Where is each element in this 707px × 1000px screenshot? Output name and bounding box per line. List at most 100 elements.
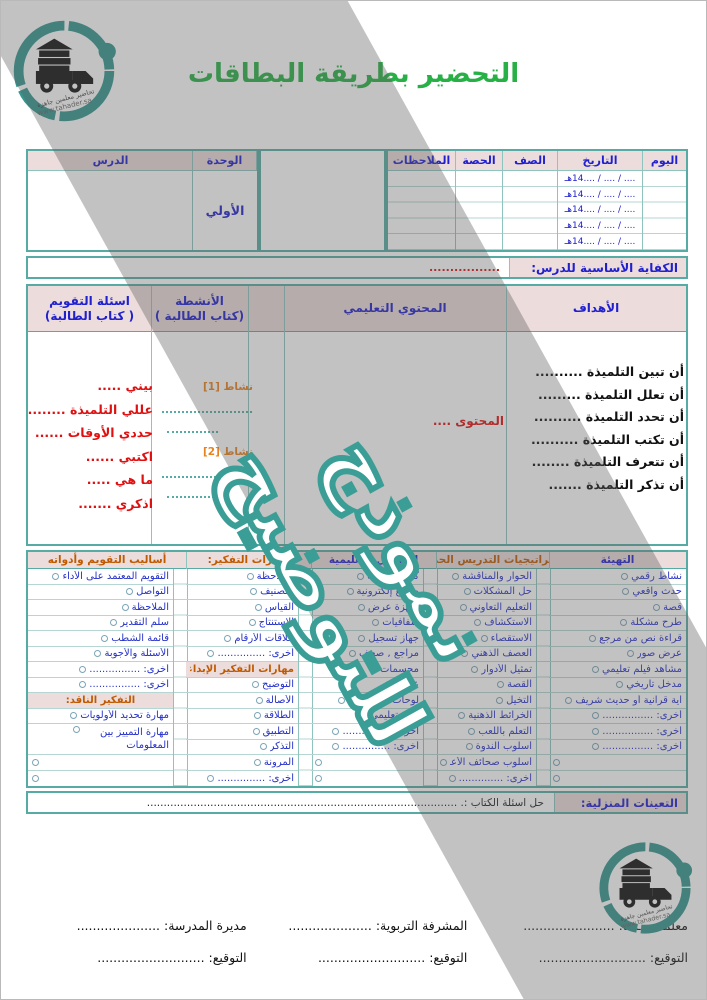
checkbox-circle-icon[interactable] <box>315 774 322 782</box>
checklist-row: مشاهد فيلم تعليمي <box>549 662 686 678</box>
checklist-row: مدخل تاريخي <box>549 678 686 693</box>
checkbox-circle-icon[interactable] <box>459 603 467 611</box>
strategies-header: استراتيجيات التدريس الحديثة <box>436 552 549 569</box>
checkbox-circle-icon[interactable] <box>126 588 134 596</box>
checklist-item-label: الأصالة <box>265 694 294 706</box>
checkbox-circle-icon[interactable] <box>372 619 380 627</box>
checkbox-circle-icon[interactable] <box>653 603 661 611</box>
checkbox-circle-icon[interactable] <box>332 743 340 751</box>
checklist-item-label: علاقات الأرقام <box>234 632 294 644</box>
checkbox-circle-icon[interactable] <box>349 650 356 658</box>
checkbox-circle-icon[interactable] <box>448 774 456 782</box>
activities-cell: نشاط [1] نشاط [2] <box>155 381 259 498</box>
checkbox-circle-icon[interactable] <box>121 603 129 611</box>
checklist-row: التعليم التعاوني <box>436 600 536 616</box>
checkbox-circle-icon[interactable] <box>252 681 260 689</box>
competency-label: الكفاية الأساسية للدرس: <box>509 258 686 277</box>
checkbox-circle-icon[interactable] <box>254 603 262 611</box>
checkbox-circle-icon[interactable] <box>626 650 634 658</box>
checkbox-circle-icon[interactable] <box>622 588 630 596</box>
checkbox-circle-icon[interactable] <box>480 634 488 642</box>
checkbox-circle-icon[interactable] <box>32 758 39 766</box>
checkbox-circle-icon[interactable] <box>252 727 260 735</box>
checkbox-circle-icon[interactable] <box>70 712 78 720</box>
unit-header: الوحدة <box>193 151 257 171</box>
checkbox-circle-icon[interactable] <box>246 572 254 580</box>
teaching-aids-header: الوسائل التعليمية <box>311 552 436 569</box>
checkbox-circle-icon[interactable] <box>94 650 102 658</box>
checklist-item-label: التوضيح <box>262 679 294 691</box>
checkbox-circle-icon[interactable] <box>79 681 87 689</box>
checkbox-circle-icon[interactable] <box>357 572 365 580</box>
checkbox-circle-icon[interactable] <box>468 727 476 735</box>
checkbox-circle-icon[interactable] <box>589 634 597 642</box>
checkbox-circle-icon[interactable] <box>358 634 366 642</box>
checkbox-circle-icon[interactable] <box>357 603 365 611</box>
checkbox-circle-icon[interactable] <box>553 758 560 766</box>
checkbox-circle-icon[interactable] <box>440 758 447 766</box>
checklist-item-label: أخرى: .............. <box>458 772 532 784</box>
checkbox-circle-icon[interactable] <box>207 650 215 658</box>
checklist-row: سلم التقدير <box>28 616 173 631</box>
checkbox-circle-icon[interactable] <box>496 696 504 704</box>
checkbox-circle-icon[interactable] <box>332 727 340 735</box>
checkbox-circle-icon[interactable] <box>461 650 469 658</box>
checkbox-circle-icon[interactable] <box>250 588 258 596</box>
checkbox-circle-icon[interactable] <box>452 572 460 580</box>
checkbox-circle-icon[interactable] <box>259 743 267 751</box>
objective-line: أن تذكر التلميذة ....... <box>548 476 684 492</box>
checkbox-circle-icon[interactable] <box>224 634 232 642</box>
checkbox-circle-icon[interactable] <box>592 743 600 751</box>
homework-label: التعينات المنزلية: <box>554 793 686 812</box>
checkbox-circle-icon[interactable] <box>32 774 39 782</box>
checkbox-circle-icon[interactable] <box>592 712 600 720</box>
checkbox-circle-icon[interactable] <box>591 665 599 673</box>
checklist-item-label: الحوار والمناقشة <box>462 570 532 582</box>
checkbox-circle-icon[interactable] <box>465 743 473 751</box>
checkbox-circle-icon[interactable] <box>620 619 628 627</box>
checkbox-circle-icon[interactable] <box>565 696 573 704</box>
checklist-row: حل المشكلات <box>436 585 536 600</box>
checkbox-circle-icon[interactable] <box>52 572 60 580</box>
checkbox-circle-icon[interactable] <box>621 572 629 580</box>
period-header: الحصة <box>456 151 502 171</box>
checkbox-circle-icon[interactable] <box>346 588 354 596</box>
checklist-row: الأسئلة والأجوبة <box>28 647 173 662</box>
checklist-row: مجسمات <box>311 662 423 678</box>
checkbox-circle-icon[interactable] <box>370 665 378 673</box>
checkbox-circle-icon[interactable] <box>253 712 261 720</box>
checkbox-circle-icon[interactable] <box>337 696 345 704</box>
checklist-item-label: التعليم التعاوني <box>469 601 533 613</box>
checklist-row <box>311 755 423 771</box>
checkbox-circle-icon[interactable] <box>73 726 80 733</box>
checklist-row <box>311 771 423 787</box>
checkbox-circle-icon[interactable] <box>497 681 505 689</box>
checkbox-circle-icon[interactable] <box>255 696 263 704</box>
objectives-header: الأهداف <box>572 301 620 315</box>
checkbox-circle-icon[interactable] <box>474 619 482 627</box>
checklist-item-label: مهارات التفكير الإبداعي: <box>190 663 294 675</box>
checklist-row <box>28 771 173 787</box>
checkbox-circle-icon[interactable] <box>207 774 215 782</box>
checkbox-circle-icon[interactable] <box>592 727 600 735</box>
checkbox-circle-icon[interactable] <box>384 681 392 689</box>
checkbox-circle-icon[interactable] <box>458 712 466 720</box>
checkbox-circle-icon[interactable] <box>471 665 479 673</box>
checklist-row: التعلم باللعب <box>436 724 536 740</box>
checklist-row: كتاب الطالبة <box>311 569 423 585</box>
checkbox-circle-icon[interactable] <box>248 619 256 627</box>
checklist-row: قراءة نص من مرجع <box>549 631 686 647</box>
checklist-item-label: كتاب الطالبة <box>367 570 419 582</box>
checkbox-circle-icon[interactable] <box>101 634 109 642</box>
checklist-item-label: مشاهد فيلم تعليمي <box>601 663 682 675</box>
checkbox-circle-icon[interactable] <box>253 758 261 766</box>
checkbox-circle-icon[interactable] <box>79 665 87 673</box>
checkbox-circle-icon[interactable] <box>463 588 471 596</box>
checkbox-circle-icon[interactable] <box>360 712 367 720</box>
checkbox-circle-icon[interactable] <box>616 681 624 689</box>
checklist-item-label: أخرى: ............... <box>342 725 419 737</box>
activities-header: الأنشطة (كتاب الطالبة ) <box>151 286 248 331</box>
checkbox-circle-icon[interactable] <box>315 758 322 766</box>
checkbox-circle-icon[interactable] <box>110 619 118 627</box>
checkbox-circle-icon[interactable] <box>553 774 560 782</box>
